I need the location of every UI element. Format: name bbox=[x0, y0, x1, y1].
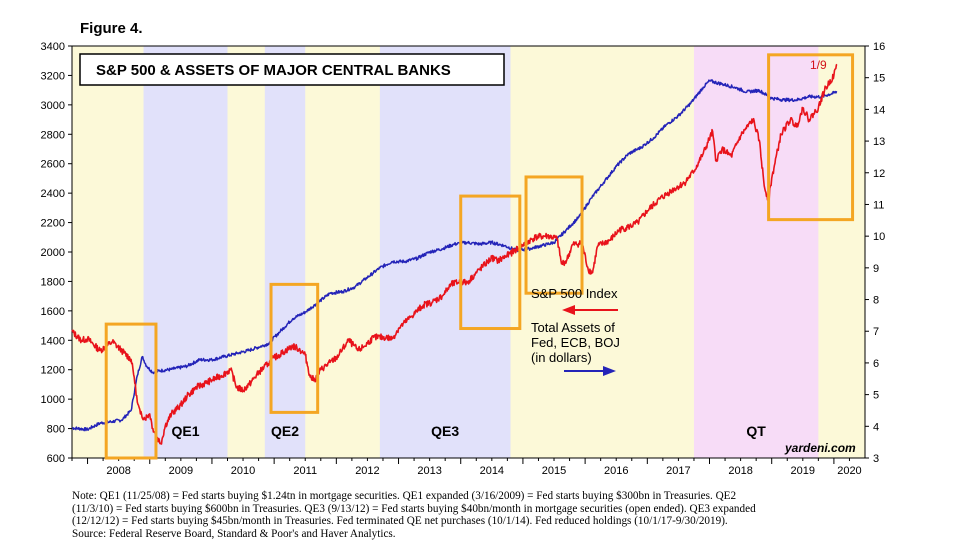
right-tick-label: 11 bbox=[873, 199, 884, 211]
date-label: 1/9 bbox=[810, 58, 827, 72]
series-line bbox=[71, 79, 838, 432]
period-shading: QE1 QE2 QE3 QT bbox=[72, 46, 865, 458]
left-tick-label: 1600 bbox=[41, 306, 65, 318]
footnote-line-4: Source: Federal Reserve Board, Standard … bbox=[72, 527, 396, 540]
axes: 600 800 1000 1200 1400 1600 1800 2000 2200 2400 26… bbox=[41, 41, 886, 477]
period-label: QE3 bbox=[431, 423, 459, 439]
right-tick-label: 8 bbox=[873, 295, 879, 307]
sp500-legend-label: S&P 500 Index bbox=[531, 286, 618, 301]
left-tick-label: 2800 bbox=[41, 129, 65, 141]
year-label: 2018 bbox=[728, 465, 752, 477]
year-label: 2016 bbox=[604, 465, 628, 477]
year-label: 2013 bbox=[417, 465, 441, 477]
year-label: 2010 bbox=[231, 465, 255, 477]
year-label: 2011 bbox=[293, 465, 317, 477]
right-tick-label: 16 bbox=[873, 41, 885, 53]
right-tick-label: 12 bbox=[873, 168, 885, 180]
assets-legend-line-3: (in dollars) bbox=[531, 350, 592, 365]
year-label: 2014 bbox=[480, 465, 504, 477]
right-tick-label: 10 bbox=[873, 231, 885, 243]
left-tick-label: 2200 bbox=[41, 218, 65, 230]
left-tick-label: 2000 bbox=[41, 247, 65, 259]
left-tick-label: 1800 bbox=[41, 276, 65, 288]
left-tick-label: 600 bbox=[47, 453, 65, 465]
sp500-legend-arrow-head bbox=[562, 305, 575, 315]
left-tick-label: 1000 bbox=[41, 394, 65, 406]
footnote: Note: QE1 (11/25/08) = Fed starts buying… bbox=[72, 490, 932, 540]
assets-legend-arrow-head bbox=[603, 366, 616, 376]
period-label: QE2 bbox=[271, 423, 299, 439]
highlight-box bbox=[269, 282, 320, 414]
chart-title: S&P 500 & ASSETS OF MAJOR CENTRAL BANKS bbox=[96, 62, 451, 79]
right-tick-label: 3 bbox=[873, 453, 879, 465]
left-tick-label: 1200 bbox=[41, 365, 65, 377]
year-label: 2015 bbox=[542, 465, 566, 477]
right-tick-label: 13 bbox=[873, 136, 885, 148]
highlight-box bbox=[767, 53, 855, 222]
year-label: 2012 bbox=[355, 465, 379, 477]
left-tick-label: 2400 bbox=[41, 188, 65, 200]
figure-label: Figure 4. bbox=[80, 20, 143, 37]
year-label: 2008 bbox=[106, 465, 130, 477]
period-band bbox=[693, 46, 819, 458]
chart: QE1 QE2 QE3 QT 600 800 1000 1200 1400 1600 1800 20… bbox=[41, 41, 886, 477]
footnote-line-3: (12/12/12) = Fed starts buying $45bn/mon… bbox=[72, 515, 728, 528]
chart-text: S&P 500 & ASSETS OF MAJOR CENTRAL BANKS … bbox=[79, 53, 856, 455]
left-tick-label: 3200 bbox=[41, 70, 65, 82]
right-tick-label: 4 bbox=[873, 421, 879, 433]
period-label: QE1 bbox=[172, 423, 200, 439]
title-box bbox=[79, 53, 505, 86]
footnote-line-1: Note: QE1 (11/25/08) = Fed starts buying… bbox=[72, 490, 737, 502]
year-label: 2017 bbox=[666, 465, 690, 477]
left-tick-label: 3400 bbox=[41, 41, 65, 53]
highlight-box bbox=[459, 194, 522, 331]
right-tick-label: 7 bbox=[873, 326, 879, 338]
left-tick-label: 1400 bbox=[41, 335, 65, 347]
period-band bbox=[143, 46, 228, 458]
series-lines bbox=[71, 63, 838, 445]
assets-legend-line-2: Fed, ECB, BOJ bbox=[531, 335, 620, 350]
period-band bbox=[379, 46, 511, 458]
year-label: 2019 bbox=[791, 465, 815, 477]
left-tick-label: 800 bbox=[47, 424, 65, 436]
watermark: yardeni.com bbox=[784, 441, 856, 455]
highlight-boxes bbox=[104, 53, 855, 460]
series-line bbox=[71, 63, 838, 445]
highlight-box bbox=[524, 175, 584, 295]
left-tick-label: 3000 bbox=[41, 100, 65, 112]
right-tick-label: 14 bbox=[873, 104, 885, 116]
year-label: 2020 bbox=[837, 465, 861, 477]
right-tick-label: 6 bbox=[873, 358, 879, 370]
highlight-box bbox=[104, 322, 158, 460]
assets-legend-line-1: Total Assets of bbox=[531, 320, 615, 335]
right-tick-label: 15 bbox=[873, 73, 885, 85]
left-tick-label: 2600 bbox=[41, 159, 65, 171]
year-label: 2009 bbox=[169, 465, 193, 477]
period-label: QT bbox=[746, 423, 766, 439]
footnote-line-2: (11/3/10) = Fed starts buying $600bn in … bbox=[72, 502, 756, 515]
right-tick-label: 9 bbox=[873, 263, 879, 275]
right-tick-label: 5 bbox=[873, 390, 879, 402]
